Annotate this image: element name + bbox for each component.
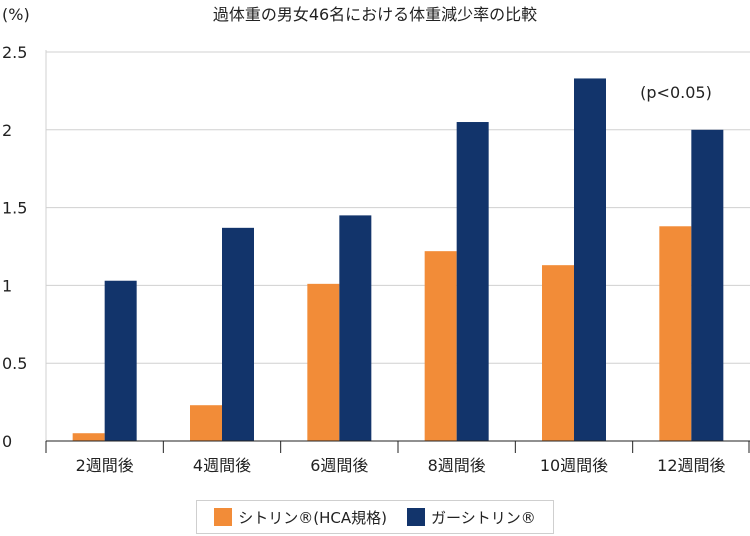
bar-garcitrin — [104, 280, 137, 441]
bar-citrin — [190, 405, 222, 441]
y-tick-label: 0 — [2, 432, 12, 451]
legend-item-garcitrin: ガーシトリン® — [407, 507, 536, 528]
bar-citrin — [72, 433, 105, 441]
x-category-label: 12週間後 — [657, 456, 725, 475]
bar-garcitrin — [691, 129, 724, 442]
y-tick-labels: 0 0.5 1 1.5 2 2.5 — [2, 43, 27, 451]
y-tick-label: 2 — [2, 121, 12, 140]
chart-title: 過体重の男女46名における体重減少率の比較 — [213, 5, 537, 24]
y-tick-label: 1.5 — [2, 199, 27, 218]
bar-citrin — [424, 251, 457, 441]
bar-citrin — [542, 265, 574, 441]
gridlines — [45, 50, 750, 441]
significance-annotation: (p<0.05) — [640, 83, 712, 102]
x-category-label: 8週間後 — [428, 456, 486, 475]
legend-label-citrin: シトリン®(HCA規格) — [238, 508, 388, 527]
legend-label-garcitrin: ガーシトリン® — [431, 508, 536, 527]
bar-garcitrin — [456, 122, 489, 442]
y-tick-label: 0.5 — [2, 354, 27, 373]
bar-garcitrin — [339, 215, 372, 441]
x-category-label: 10週間後 — [540, 456, 608, 475]
legend-swatch-navy — [407, 508, 426, 526]
y-axis-unit: (%) — [2, 5, 30, 24]
x-category-label: 6週間後 — [310, 456, 368, 475]
y-tick-label: 2.5 — [2, 43, 27, 62]
legend-swatch-orange — [214, 508, 233, 526]
bar-citrin — [307, 283, 340, 441]
legend: シトリン®(HCA規格) ガーシトリン® — [196, 500, 554, 534]
bars — [72, 78, 724, 442]
bar-garcitrin — [222, 227, 254, 441]
bar-garcitrin — [574, 78, 606, 442]
x-category-label: 4週間後 — [193, 456, 251, 475]
x-category-label: 2週間後 — [76, 456, 134, 475]
bar-citrin — [659, 226, 692, 441]
legend-item-citrin: シトリン®(HCA規格) — [214, 507, 387, 528]
x-axis: 2週間後 4週間後 6週間後 8週間後 10週間後 12週間後 — [45, 440, 750, 475]
chart: 過体重の男女46名における体重減少率の比較 (%) 0 0.5 1 1.5 2 2.5 2… — [2, 5, 750, 475]
y-tick-label: 1 — [2, 276, 12, 295]
